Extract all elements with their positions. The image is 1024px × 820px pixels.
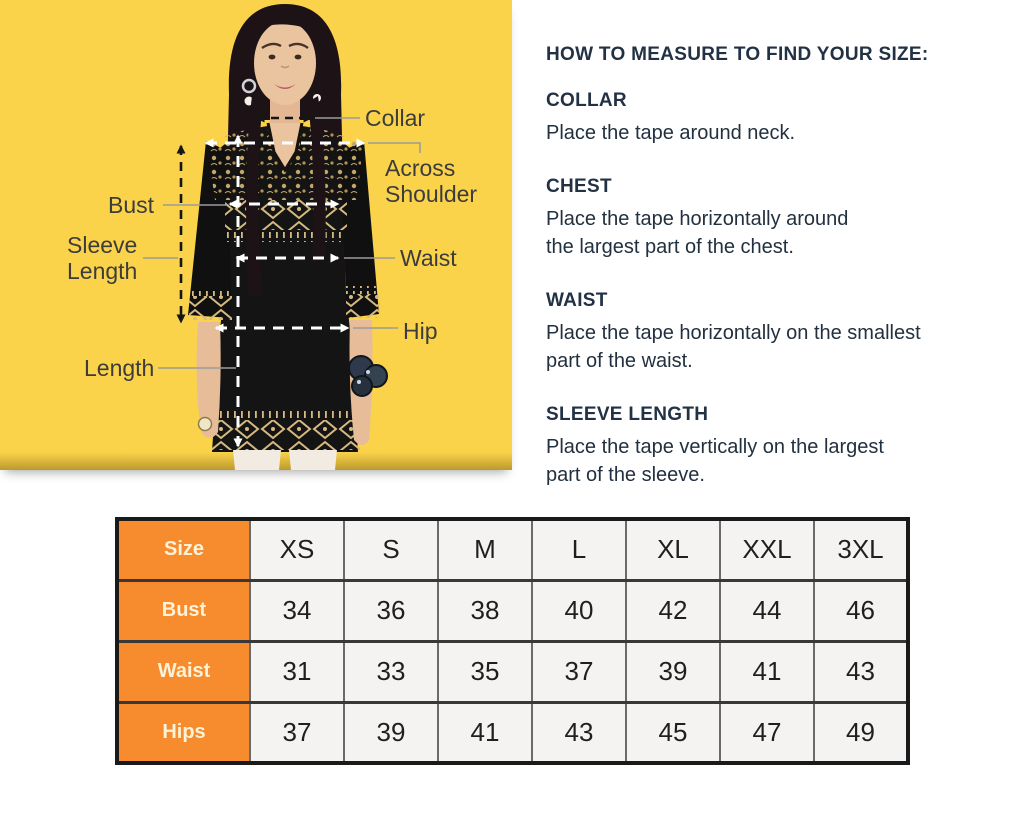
model-illustration: Collar Across Shoulder Bust Sleeve Lengt… xyxy=(0,0,512,470)
section-chest-heading: CHEST xyxy=(546,176,612,197)
hem-band xyxy=(214,410,358,420)
cuff-right xyxy=(346,286,380,294)
label-sleeve-length: Sleeve xyxy=(67,232,137,258)
bracelet xyxy=(348,355,388,397)
table-row-size: Size XS S M L XL XXL 3XL xyxy=(116,517,909,581)
cuff-left xyxy=(189,288,232,296)
size-chart-table: Size XS S M L XL XXL 3XL Bust 34 36 38 4… xyxy=(115,517,910,765)
how-to-measure-panel: HOW TO MEASURE TO FIND YOUR SIZE: COLLAR… xyxy=(546,44,986,518)
row-header-size: Size xyxy=(116,517,251,581)
table-row-bust: Bust 34 36 38 40 42 44 46 xyxy=(116,578,909,642)
label-across-shoulder: Across xyxy=(385,155,455,181)
bust-xs: 34 xyxy=(249,578,345,642)
label-length: Length xyxy=(84,355,154,381)
hips-xs: 37 xyxy=(249,700,345,764)
section-sleeve-heading: SLEEVE LENGTH xyxy=(546,404,709,425)
section-chest-text: Place the tape horizontally around xyxy=(546,208,849,230)
hand-left xyxy=(196,322,221,438)
section-waist: WAIST Place the tape horizontally on the… xyxy=(546,290,986,375)
label-waist: Waist xyxy=(400,245,457,271)
section-chest: CHEST Place the tape horizontally around… xyxy=(546,176,986,261)
hips-s: 39 xyxy=(343,700,439,764)
size-col-s: S xyxy=(343,517,439,581)
size-col-xl: XL xyxy=(625,517,721,581)
waist-3xl: 43 xyxy=(813,639,909,703)
size-col-xs: XS xyxy=(249,517,345,581)
earring-left xyxy=(241,78,257,94)
waist-xxl: 41 xyxy=(719,639,815,703)
waist-s: 33 xyxy=(343,639,439,703)
label-hip: Hip xyxy=(403,318,438,344)
leg-left xyxy=(233,450,281,470)
measurement-diagram: Collar Across Shoulder Bust Sleeve Lengt… xyxy=(0,0,512,470)
leg-right xyxy=(289,450,337,470)
section-waist-text-2: part of the waist. xyxy=(546,350,693,372)
section-collar-text: Place the tape around neck. xyxy=(546,122,796,144)
bust-xl: 42 xyxy=(625,578,721,642)
section-collar: COLLAR Place the tape around neck. xyxy=(546,90,986,147)
size-col-m: M xyxy=(437,517,533,581)
section-sleeve-text-2: part of the sleeve. xyxy=(546,464,705,486)
lips xyxy=(274,84,296,89)
row-header-hips: Hips xyxy=(116,700,251,764)
bust-xxl: 44 xyxy=(719,578,815,642)
how-to-title: HOW TO MEASURE TO FIND YOUR SIZE: xyxy=(546,44,929,65)
bust-s: 36 xyxy=(343,578,439,642)
bust-l: 40 xyxy=(531,578,627,642)
size-col-l: L xyxy=(531,517,627,581)
section-chest-text-2: the largest part of the chest. xyxy=(546,236,794,258)
table-row-waist: Waist 31 33 35 37 39 41 43 xyxy=(116,639,909,703)
section-sleeve-text: Place the tape vertically on the largest xyxy=(546,436,884,458)
label-collar: Collar xyxy=(365,105,425,131)
row-header-bust: Bust xyxy=(116,578,251,642)
hips-m: 41 xyxy=(437,700,533,764)
hips-l: 43 xyxy=(531,700,627,764)
label-across-shoulder-2: Shoulder xyxy=(385,181,477,207)
waist-xs: 31 xyxy=(249,639,345,703)
bust-3xl: 46 xyxy=(813,578,909,642)
section-collar-heading: COLLAR xyxy=(546,90,627,111)
bust-m: 38 xyxy=(437,578,533,642)
label-sleeve-length-2: Length xyxy=(67,258,137,284)
waist-m: 35 xyxy=(437,639,533,703)
size-col-3xl: 3XL xyxy=(813,517,909,581)
table-row-hips: Hips 37 39 41 43 45 47 49 xyxy=(116,700,909,764)
label-connectors xyxy=(143,117,421,369)
hips-3xl: 49 xyxy=(813,700,909,764)
size-col-xxl: XXL xyxy=(719,517,815,581)
hips-xl: 45 xyxy=(625,700,721,764)
hips-xxl: 47 xyxy=(719,700,815,764)
section-waist-text: Place the tape horizontally on the small… xyxy=(546,322,921,344)
waist-xl: 39 xyxy=(625,639,721,703)
waist-l: 37 xyxy=(531,639,627,703)
label-bust: Bust xyxy=(108,192,155,218)
face xyxy=(254,21,316,105)
row-header-waist: Waist xyxy=(116,639,251,703)
ring xyxy=(197,416,213,432)
section-waist-heading: WAIST xyxy=(546,290,608,311)
section-sleeve-length: SLEEVE LENGTH Place the tape vertically … xyxy=(546,404,986,489)
